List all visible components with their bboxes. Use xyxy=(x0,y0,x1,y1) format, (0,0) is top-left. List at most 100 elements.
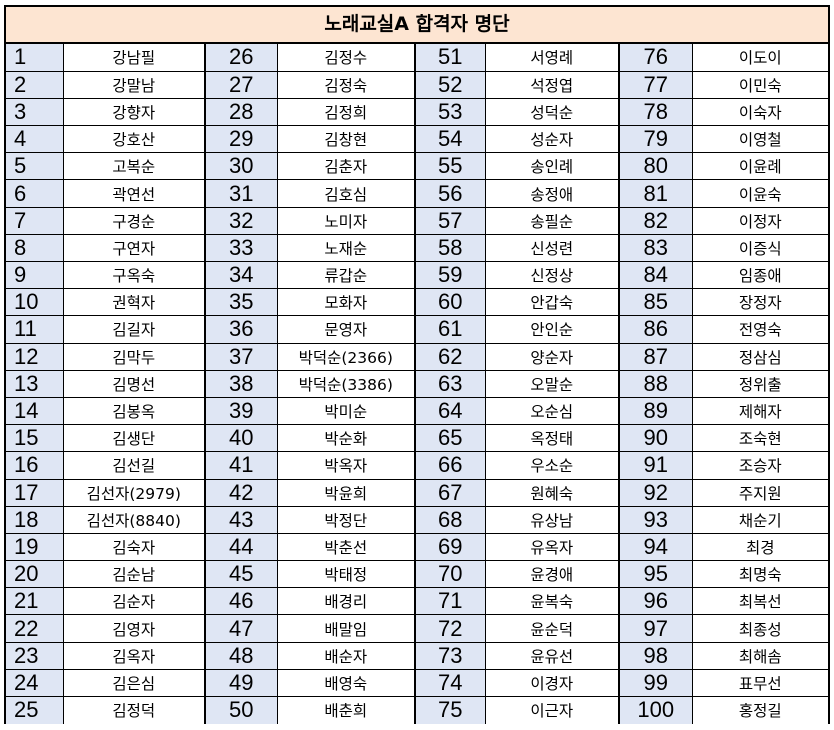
entry-name: 권혁자 xyxy=(63,288,206,317)
entry-name: 김정덕 xyxy=(63,696,206,724)
entry-number: 83 xyxy=(619,234,693,263)
entry-name: 채순기 xyxy=(692,506,828,534)
entry-name: 송필순 xyxy=(485,207,620,235)
entry-name: 전영숙 xyxy=(692,315,828,344)
entry-number: 48 xyxy=(205,642,278,670)
entry-number: 44 xyxy=(205,533,278,562)
entry-number: 16 xyxy=(6,451,64,480)
entry-number: 40 xyxy=(205,424,278,453)
entry-name: 김영자 xyxy=(63,614,206,643)
entry-number: 53 xyxy=(415,98,486,127)
entry-name: 박윤희 xyxy=(277,479,416,507)
entry-name: 박덕순(3386) xyxy=(277,370,416,398)
entry-name: 김선길 xyxy=(63,451,206,480)
entry-name: 박순화 xyxy=(277,424,416,453)
table-row: 24 김은심 49 배영숙 74 이경자 99 표무선 xyxy=(6,669,828,698)
roster-sheet: 노래교실A 합격자 명단 1 강남필 26 김정수 51 서영례 76 이도이 2 강말남 27 김정… xyxy=(4,5,830,724)
table-row: 4 강호산 29 김창현 54 성순자 79 이영철 xyxy=(6,125,828,154)
entry-name: 강남필 xyxy=(63,44,206,72)
entry-number: 17 xyxy=(6,479,64,507)
table-row: 9 구옥숙 34 류갑순 59 신정상 84 임종애 xyxy=(6,261,828,290)
entry-name: 윤경애 xyxy=(485,560,620,589)
entry-number: 42 xyxy=(205,479,278,507)
entry-name: 성순자 xyxy=(485,125,620,154)
entry-name: 표무선 xyxy=(692,669,828,698)
entry-number: 34 xyxy=(205,261,278,290)
entry-number: 90 xyxy=(619,424,693,453)
entry-name: 김춘자 xyxy=(277,152,416,181)
entry-name: 이민숙 xyxy=(692,71,828,99)
entry-number: 95 xyxy=(619,560,693,589)
entry-number: 69 xyxy=(415,533,486,562)
entry-name: 이윤숙 xyxy=(692,179,828,208)
entry-number: 98 xyxy=(619,642,693,670)
entry-name: 김길자 xyxy=(63,315,206,344)
table-row: 13 김명선 38 박덕순(3386) 63 오말순 88 정위출 xyxy=(6,370,828,398)
entry-number: 82 xyxy=(619,207,693,235)
entry-number: 64 xyxy=(415,397,486,426)
entry-name: 배경리 xyxy=(277,587,416,616)
entry-number: 94 xyxy=(619,533,693,562)
entry-name: 임종애 xyxy=(692,261,828,290)
entry-name: 신성련 xyxy=(485,234,620,263)
entry-name: 배말임 xyxy=(277,614,416,643)
entry-name: 김순자 xyxy=(63,587,206,616)
entry-number: 27 xyxy=(205,71,278,99)
entry-number: 23 xyxy=(6,642,64,670)
entry-number: 11 xyxy=(6,315,64,344)
entry-number: 59 xyxy=(415,261,486,290)
entry-number: 91 xyxy=(619,451,693,480)
entry-number: 60 xyxy=(415,288,486,317)
entry-name: 구경순 xyxy=(63,207,206,235)
entry-number: 73 xyxy=(415,642,486,670)
entry-number: 72 xyxy=(415,614,486,643)
entry-name: 안갑숙 xyxy=(485,288,620,317)
table-row: 3 강향자 28 김정희 53 성덕순 78 이숙자 xyxy=(6,98,828,127)
roster-title: 노래교실A 합격자 명단 xyxy=(6,7,828,44)
entry-name: 신정상 xyxy=(485,261,620,290)
entry-name: 배영숙 xyxy=(277,669,416,698)
entry-name: 이정자 xyxy=(692,207,828,235)
entry-number: 4 xyxy=(6,125,64,154)
entry-name: 송인례 xyxy=(485,152,620,181)
table-row: 15 김생단 40 박순화 65 옥정태 90 조숙현 xyxy=(6,424,828,453)
entry-name: 안인순 xyxy=(485,315,620,344)
entry-name: 원혜숙 xyxy=(485,479,620,507)
entry-number: 57 xyxy=(415,207,486,235)
table-row: 16 김선길 41 박옥자 66 우소순 91 조승자 xyxy=(6,451,828,480)
entry-number: 93 xyxy=(619,506,693,534)
entry-name: 석정엽 xyxy=(485,71,620,99)
entry-number: 25 xyxy=(6,696,64,724)
entry-number: 78 xyxy=(619,98,693,127)
entry-number: 26 xyxy=(205,44,278,72)
entry-number: 6 xyxy=(6,179,64,208)
table-row: 20 김순남 45 박태정 70 윤경애 95 최명숙 xyxy=(6,560,828,589)
roster-table: 1 강남필 26 김정수 51 서영례 76 이도이 2 강말남 27 김정숙 52 석정엽 77 이민숙 3 강… xyxy=(6,44,828,724)
entry-number: 75 xyxy=(415,696,486,724)
entry-name: 강말남 xyxy=(63,71,206,99)
entry-name: 오순심 xyxy=(485,397,620,426)
entry-name: 김은심 xyxy=(63,669,206,698)
entry-name: 이도이 xyxy=(692,44,828,72)
entry-name: 오말순 xyxy=(485,370,620,398)
table-row: 14 김봉옥 39 박미순 64 오순심 89 제해자 xyxy=(6,397,828,426)
entry-name: 장정자 xyxy=(692,288,828,317)
entry-name: 류갑순 xyxy=(277,261,416,290)
entry-number: 61 xyxy=(415,315,486,344)
entry-name: 강호산 xyxy=(63,125,206,154)
entry-name: 김호심 xyxy=(277,179,416,208)
entry-number: 67 xyxy=(415,479,486,507)
entry-name: 주지원 xyxy=(692,479,828,507)
entry-name: 강향자 xyxy=(63,98,206,127)
entry-name: 김선자(2979) xyxy=(63,479,206,507)
entry-name: 조승자 xyxy=(692,451,828,480)
entry-name: 조숙현 xyxy=(692,424,828,453)
entry-number: 36 xyxy=(205,315,278,344)
entry-number: 18 xyxy=(6,506,64,534)
entry-name: 박태정 xyxy=(277,560,416,589)
entry-name: 윤복숙 xyxy=(485,587,620,616)
entry-number: 52 xyxy=(415,71,486,99)
entry-name: 유옥자 xyxy=(485,533,620,562)
table-row: 21 김순자 46 배경리 71 윤복숙 96 최복선 xyxy=(6,587,828,616)
entry-name: 이영철 xyxy=(692,125,828,154)
